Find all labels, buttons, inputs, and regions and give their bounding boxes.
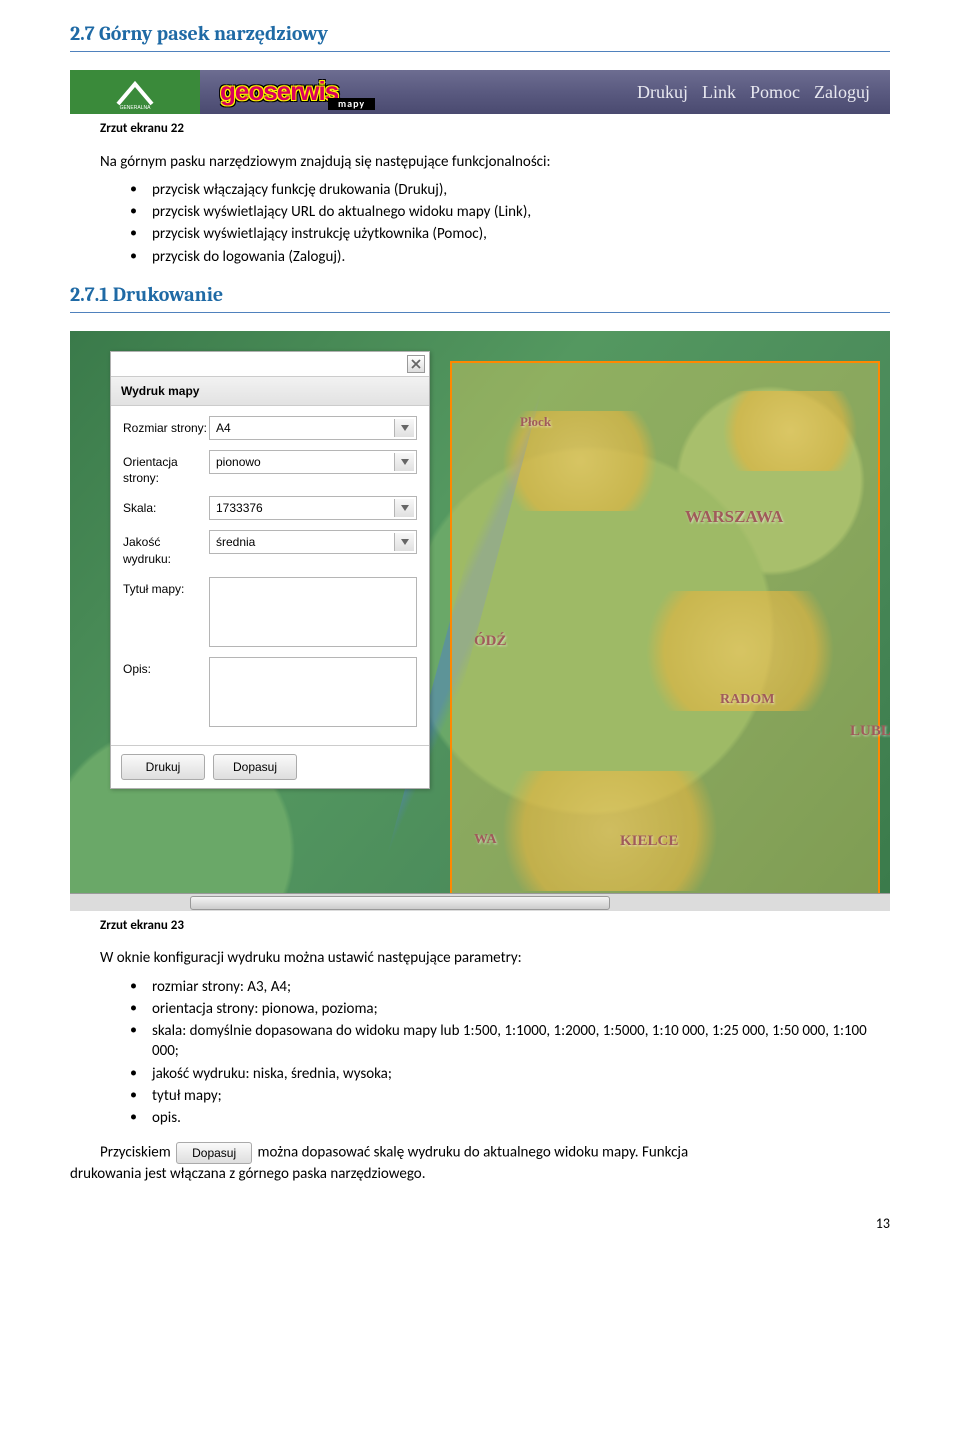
row-map-title: Tytuł mapy:: [123, 577, 417, 647]
city-label-wa: WA: [474, 831, 497, 850]
close-button[interactable]: [407, 355, 425, 373]
top-toolbar-screenshot: GENERALNA geoserwis mapy Drukuj Link Pom…: [70, 70, 890, 114]
combo-orientation[interactable]: pionowo: [209, 450, 417, 474]
list-item: skala: domyślnie dopasowana do widoku ma…: [130, 1021, 890, 1062]
toolbar-link-help[interactable]: Pomoc: [750, 80, 800, 104]
final-text-post: można dopasować skalę wydruku do aktualn…: [258, 1144, 689, 1162]
page-number: 13: [70, 1215, 890, 1234]
list-item: przycisk do logowania (Zaloguj).: [130, 247, 890, 267]
label-map-title: Tytuł mapy:: [123, 577, 209, 597]
heading-printing: 2.7.1 Drukowanie: [70, 281, 890, 313]
row-page-size: Rozmiar strony: A4: [123, 416, 417, 440]
geoserwis-logo: geoserwis: [220, 74, 338, 109]
house-icon: GENERALNA: [110, 74, 160, 110]
label-page-size: Rozmiar strony:: [123, 416, 209, 436]
geoserwis-logo-text: geoserwis: [220, 74, 338, 109]
final-text-pre: Przyciskiem: [100, 1144, 174, 1162]
combo-scale[interactable]: 1733376: [209, 496, 417, 520]
combo-value: A4: [216, 420, 231, 436]
toolbar-link-link[interactable]: Link: [702, 80, 736, 104]
label-quality: Jakość wydruku:: [123, 530, 209, 566]
label-scale: Skala:: [123, 496, 209, 516]
list-item: przycisk włączający funkcję drukowania (…: [130, 180, 890, 200]
list-item: jakość wydruku: niska, średnia, wysoka;: [130, 1064, 890, 1084]
city-label-warszawa: WARSZAWA: [685, 506, 783, 529]
horizontal-scrollbar[interactable]: [70, 893, 890, 911]
print-dialog: Wydruk mapy Rozmiar strony: A4 Orientacj…: [110, 351, 430, 789]
row-scale: Skala: 1733376: [123, 496, 417, 520]
dialog-footer: Drukuj Dopasuj: [111, 745, 429, 788]
city-label-lodz: ÓDŹ: [474, 631, 507, 651]
toolbar-link-login[interactable]: Zaloguj: [814, 80, 870, 104]
scrollbar-thumb[interactable]: [190, 896, 610, 910]
toolbar-link-print[interactable]: Drukuj: [637, 80, 688, 104]
chevron-down-icon: [394, 533, 414, 551]
site-logo-square: GENERALNA: [70, 70, 200, 114]
list-item: tytuł mapy;: [130, 1086, 890, 1106]
final-paragraph: Przyciskiem Dopasuj można dopasować skal…: [70, 1142, 890, 1184]
fit-button[interactable]: Dopasuj: [213, 754, 297, 780]
svg-text:GENERALNA: GENERALNA: [120, 105, 152, 110]
caption-screenshot-23: Zrzut ekranu 23: [100, 917, 890, 935]
print-button[interactable]: Drukuj: [121, 754, 205, 780]
list-item: przycisk wyświetlający URL do aktualnego…: [130, 202, 890, 222]
caption-screenshot-22: Zrzut ekranu 22: [100, 120, 890, 138]
intro-paragraph-23: W oknie konfiguracji wydruku można ustaw…: [100, 948, 890, 968]
bullet-list-23: rozmiar strony: A3, A4; orientacja stron…: [130, 977, 890, 1129]
dialog-body: Rozmiar strony: A4 Orientacja strony: pi…: [111, 406, 429, 745]
list-item: orientacja strony: pionowa, pozioma;: [130, 999, 890, 1019]
inline-fit-button-image: Dopasuj: [176, 1142, 252, 1164]
print-area-rect: [450, 361, 880, 901]
toolbar-links: Drukuj Link Pomoc Zaloguj: [637, 80, 890, 104]
list-item: rozmiar strony: A3, A4;: [130, 977, 890, 997]
label-orientation: Orientacja strony:: [123, 450, 209, 486]
intro-paragraph-22: Na górnym pasku narzędziowym znajdują si…: [100, 152, 890, 172]
chevron-down-icon: [394, 419, 414, 437]
dialog-titlebar: [111, 352, 429, 376]
row-description: Opis:: [123, 657, 417, 727]
bullet-list-22: przycisk włączający funkcję drukowania (…: [130, 180, 890, 267]
combo-value: pionowo: [216, 454, 261, 470]
row-quality: Jakość wydruku: średnia: [123, 530, 417, 566]
geoserwis-logo-sub: mapy: [328, 98, 375, 110]
list-item: przycisk wyświetlający instrukcję użytko…: [130, 224, 890, 244]
chevron-down-icon: [394, 453, 414, 471]
row-orientation: Orientacja strony: pionowo: [123, 450, 417, 486]
close-icon: [411, 359, 421, 369]
combo-value: średnia: [216, 534, 255, 550]
dialog-title: Wydruk mapy: [111, 376, 429, 406]
textarea-map-title[interactable]: [209, 577, 417, 647]
label-description: Opis:: [123, 657, 209, 677]
combo-page-size[interactable]: A4: [209, 416, 417, 440]
city-label-plock: Płock: [520, 413, 551, 431]
city-label-kielce: KIELCE: [620, 831, 678, 851]
heading-top-toolbar: 2.7 Górny pasek narzędziowy: [70, 20, 890, 52]
print-dialog-screenshot: Płock WARSZAWA ÓDŹ RADOM KIELCE LUBLI WA…: [70, 331, 890, 911]
combo-value: 1733376: [216, 500, 263, 516]
list-item: opis.: [130, 1108, 890, 1128]
city-label-lublin: LUBLI: [850, 721, 890, 741]
city-label-radom: RADOM: [720, 691, 774, 710]
final-text-line2: drukowania jest włączana z górnego paska…: [70, 1164, 890, 1184]
combo-quality[interactable]: średnia: [209, 530, 417, 554]
textarea-description[interactable]: [209, 657, 417, 727]
chevron-down-icon: [394, 499, 414, 517]
